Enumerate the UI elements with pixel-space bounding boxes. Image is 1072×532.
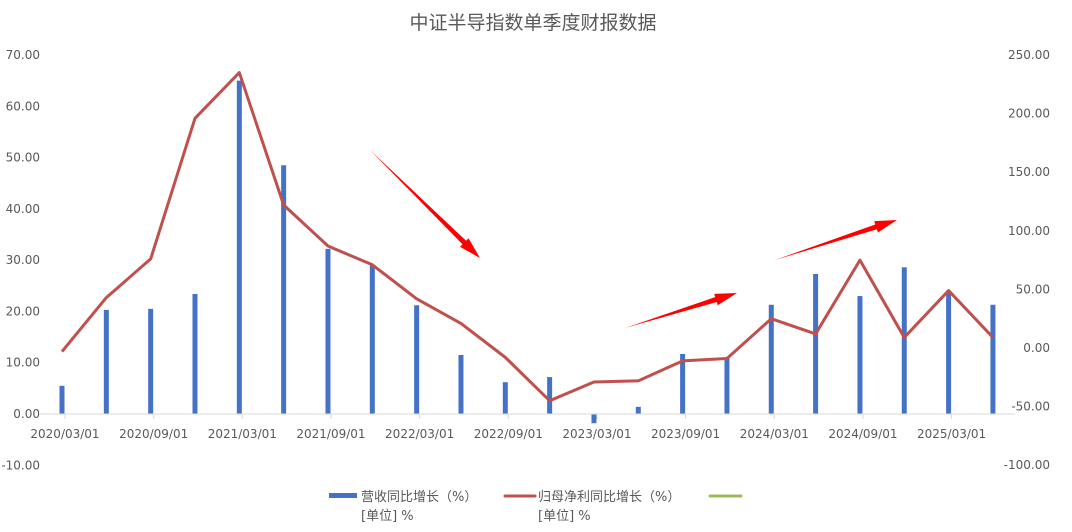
bar-revenue <box>236 80 242 415</box>
right-axis-tick-label: 0.00 <box>1023 341 1050 355</box>
x-axis-tick-label: 2020/09/01 <box>119 427 188 441</box>
right-axis-tick-label: -100.00 <box>1004 458 1050 472</box>
x-axis-tick-label: 2023/09/01 <box>651 427 720 441</box>
left-axis-tick-label: 30.00 <box>6 253 40 267</box>
bar-revenue <box>59 385 65 414</box>
right-axis-tick-label: 100.00 <box>1008 224 1050 238</box>
legend-unit-revenue: [单位] % <box>361 509 414 524</box>
annotation-arrow <box>775 220 897 260</box>
legend-unit-profit: [单位] % <box>538 509 591 524</box>
bar-revenue <box>635 406 641 414</box>
bar-revenue <box>901 267 907 414</box>
x-axis-tick-label: 2021/09/01 <box>296 427 365 441</box>
left-axis-tick-label: 50.00 <box>6 151 40 165</box>
bar-revenue <box>103 309 109 414</box>
bar-revenue <box>946 291 952 414</box>
left-axis-tick-label: -10.00 <box>1 458 40 472</box>
x-axis-tick-label: 2023/03/01 <box>562 427 631 441</box>
right-axis-tick-label: 50.00 <box>1016 282 1050 296</box>
bar-revenue <box>591 414 597 424</box>
right-axis-tick-label: -50.00 <box>1011 400 1050 414</box>
legend-swatch-revenue <box>329 493 357 498</box>
bar-revenue <box>990 304 996 414</box>
legend-label-revenue: 营收同比增长（%） <box>361 490 477 505</box>
bar-revenue <box>680 353 686 414</box>
bar-revenue <box>414 305 420 414</box>
x-axis-tick-label: 2020/03/01 <box>30 427 99 441</box>
bar-revenue <box>724 358 730 414</box>
bar-revenue <box>547 377 553 414</box>
left-axis-tick-label: 10.00 <box>6 356 40 370</box>
bar-revenue <box>813 273 819 414</box>
x-axis-tick-label: 2025/03/01 <box>917 427 986 441</box>
x-axis-tick-label: 2024/09/01 <box>828 427 897 441</box>
line-net-profit <box>60 71 995 403</box>
annotation-arrow <box>370 150 480 258</box>
left-axis-tick-label: 20.00 <box>6 304 40 318</box>
right-axis-tick-label: 150.00 <box>1008 165 1050 179</box>
annotation-arrow <box>625 293 737 328</box>
left-axis-tick-label: 70.00 <box>6 48 40 62</box>
bar-revenue <box>192 293 198 414</box>
bar-revenue <box>857 296 863 414</box>
bar-revenue <box>325 248 331 414</box>
left-axis-tick-label: 40.00 <box>6 202 40 216</box>
right-axis-tick-label: 250.00 <box>1008 48 1050 62</box>
x-axis-tick-label: 2021/03/01 <box>208 427 277 441</box>
x-axis-tick-label: 2024/03/01 <box>740 427 809 441</box>
bar-revenue <box>502 382 508 414</box>
legend: 营收同比增长（%） [单位] % 归母净利同比增长（%） [单位] % <box>329 490 743 524</box>
bar-revenue <box>768 304 774 414</box>
x-axis-tick-label: 2022/03/01 <box>385 427 454 441</box>
bar-revenue <box>281 165 287 414</box>
x-axis-tick-label: 2022/09/01 <box>474 427 543 441</box>
chart-title: 中证半导指数单季度财报数据 <box>409 12 656 34</box>
legend-label-profit: 归母净利同比增长（%） <box>538 490 680 505</box>
left-axis-tick-label: 0.00 <box>13 407 40 421</box>
bar-revenue <box>458 355 464 414</box>
right-axis-tick-label: 200.00 <box>1008 107 1050 121</box>
left-axis-tick-label: 60.00 <box>6 99 40 113</box>
bar-revenue <box>148 308 154 414</box>
bar-revenue <box>369 265 375 414</box>
